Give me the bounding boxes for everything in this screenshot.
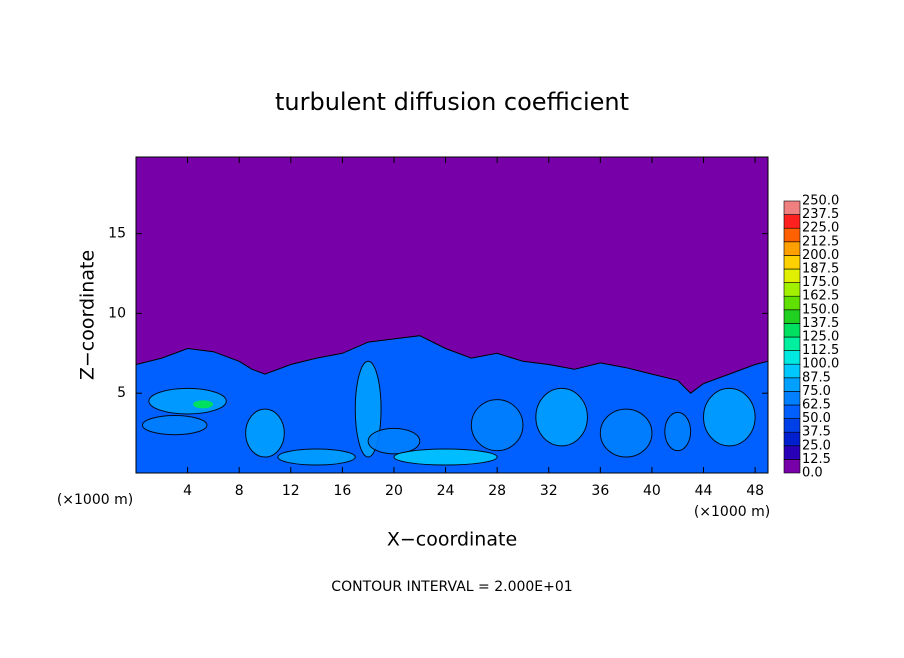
colorbar-label: 187.5 bbox=[802, 262, 839, 277]
colorbar-label: 62.5 bbox=[802, 398, 831, 413]
colorbar-label: 225.0 bbox=[802, 221, 839, 236]
colorbar-label: 25.0 bbox=[802, 438, 831, 453]
plot-frame bbox=[135, 156, 769, 474]
x-tick-label: 4 bbox=[183, 483, 192, 499]
colorbar-label: 87.5 bbox=[802, 370, 831, 385]
y-tick-label: 10 bbox=[108, 305, 126, 321]
chart-title: turbulent diffusion coefficient bbox=[275, 88, 629, 116]
x-tick-label: 40 bbox=[643, 483, 661, 499]
field-blob bbox=[245, 408, 285, 458]
footer: CONTOUR INTERVAL = 2.000E+01 bbox=[331, 579, 572, 595]
colorbar-swatch bbox=[783, 445, 801, 460]
x-axis-label: X−coordinate bbox=[387, 529, 517, 551]
y-axis-label: Z−coordinate bbox=[77, 250, 99, 380]
colorbar-label: 75.0 bbox=[802, 384, 831, 399]
field-blob bbox=[599, 408, 653, 458]
x-tick-label: 44 bbox=[695, 483, 713, 499]
colorbar-swatch bbox=[783, 295, 801, 311]
colorbar-label: 12.5 bbox=[802, 452, 831, 467]
colorbar-swatch bbox=[783, 241, 801, 256]
x-tick-label: 8 bbox=[235, 483, 244, 499]
x-tick-label: 48 bbox=[746, 483, 764, 499]
colorbar-swatch bbox=[783, 255, 801, 270]
field-blob bbox=[664, 411, 692, 452]
colorbar-swatch bbox=[783, 459, 801, 474]
x-tick-label: 28 bbox=[488, 483, 506, 499]
colorbar-swatch bbox=[783, 200, 801, 215]
y-tick-label: 15 bbox=[108, 226, 126, 242]
colorbar-swatch bbox=[783, 323, 801, 338]
field-blob bbox=[148, 387, 227, 415]
colorbar-label: 250.0 bbox=[802, 194, 839, 209]
colorbar-swatch bbox=[783, 418, 801, 433]
x-tick-label: 16 bbox=[333, 483, 351, 499]
field-peak bbox=[193, 400, 214, 409]
colorbar-swatch bbox=[783, 227, 801, 243]
x-tick-label: 20 bbox=[385, 483, 403, 499]
field-blob bbox=[535, 387, 588, 447]
x-unit-label: (×1000 m) bbox=[694, 504, 770, 520]
colorbar-label: 175.0 bbox=[802, 275, 839, 290]
colorbar-swatch bbox=[783, 350, 801, 365]
colorbar-swatch bbox=[783, 214, 801, 229]
colorbar-swatch bbox=[783, 363, 801, 379]
field-blob bbox=[703, 387, 756, 447]
colorbar-label: 137.5 bbox=[802, 316, 839, 331]
colorbar-swatch bbox=[783, 404, 801, 419]
x-tick-label: 36 bbox=[591, 483, 609, 499]
colorbar-label: 237.5 bbox=[802, 207, 839, 222]
colorbar-swatch bbox=[783, 282, 801, 297]
x-tick-label: 24 bbox=[437, 483, 455, 499]
field-blob bbox=[393, 448, 498, 466]
colorbar-swatch bbox=[783, 431, 801, 447]
colorbar-label: 100.0 bbox=[802, 357, 839, 372]
colorbar-label: 200.0 bbox=[802, 248, 839, 263]
field-blob bbox=[277, 448, 356, 466]
colorbar-label: 212.5 bbox=[802, 234, 839, 249]
colorbar-label: 37.5 bbox=[802, 425, 831, 440]
colorbar-label: 150.0 bbox=[802, 302, 839, 317]
colorbar-label: 162.5 bbox=[802, 289, 839, 304]
colorbar-label: 50.0 bbox=[802, 411, 831, 426]
colorbar-swatch bbox=[783, 309, 801, 324]
y-unit-label: (×1000 m) bbox=[57, 492, 133, 508]
y-tick-label: 5 bbox=[117, 385, 126, 401]
field-blob bbox=[367, 427, 421, 455]
x-tick-label: 32 bbox=[540, 483, 558, 499]
field-blob bbox=[141, 415, 208, 436]
colorbar-label: 112.5 bbox=[802, 343, 839, 358]
colorbar-swatch bbox=[783, 268, 801, 283]
colorbar-swatch bbox=[783, 391, 801, 406]
field-blob bbox=[470, 399, 524, 452]
colorbar-swatch bbox=[783, 336, 801, 351]
x-tick-label: 12 bbox=[282, 483, 300, 499]
colorbar-swatch bbox=[783, 377, 801, 392]
colorbar-label: 0.0 bbox=[802, 466, 823, 481]
colorbar-label: 125.0 bbox=[802, 330, 839, 345]
